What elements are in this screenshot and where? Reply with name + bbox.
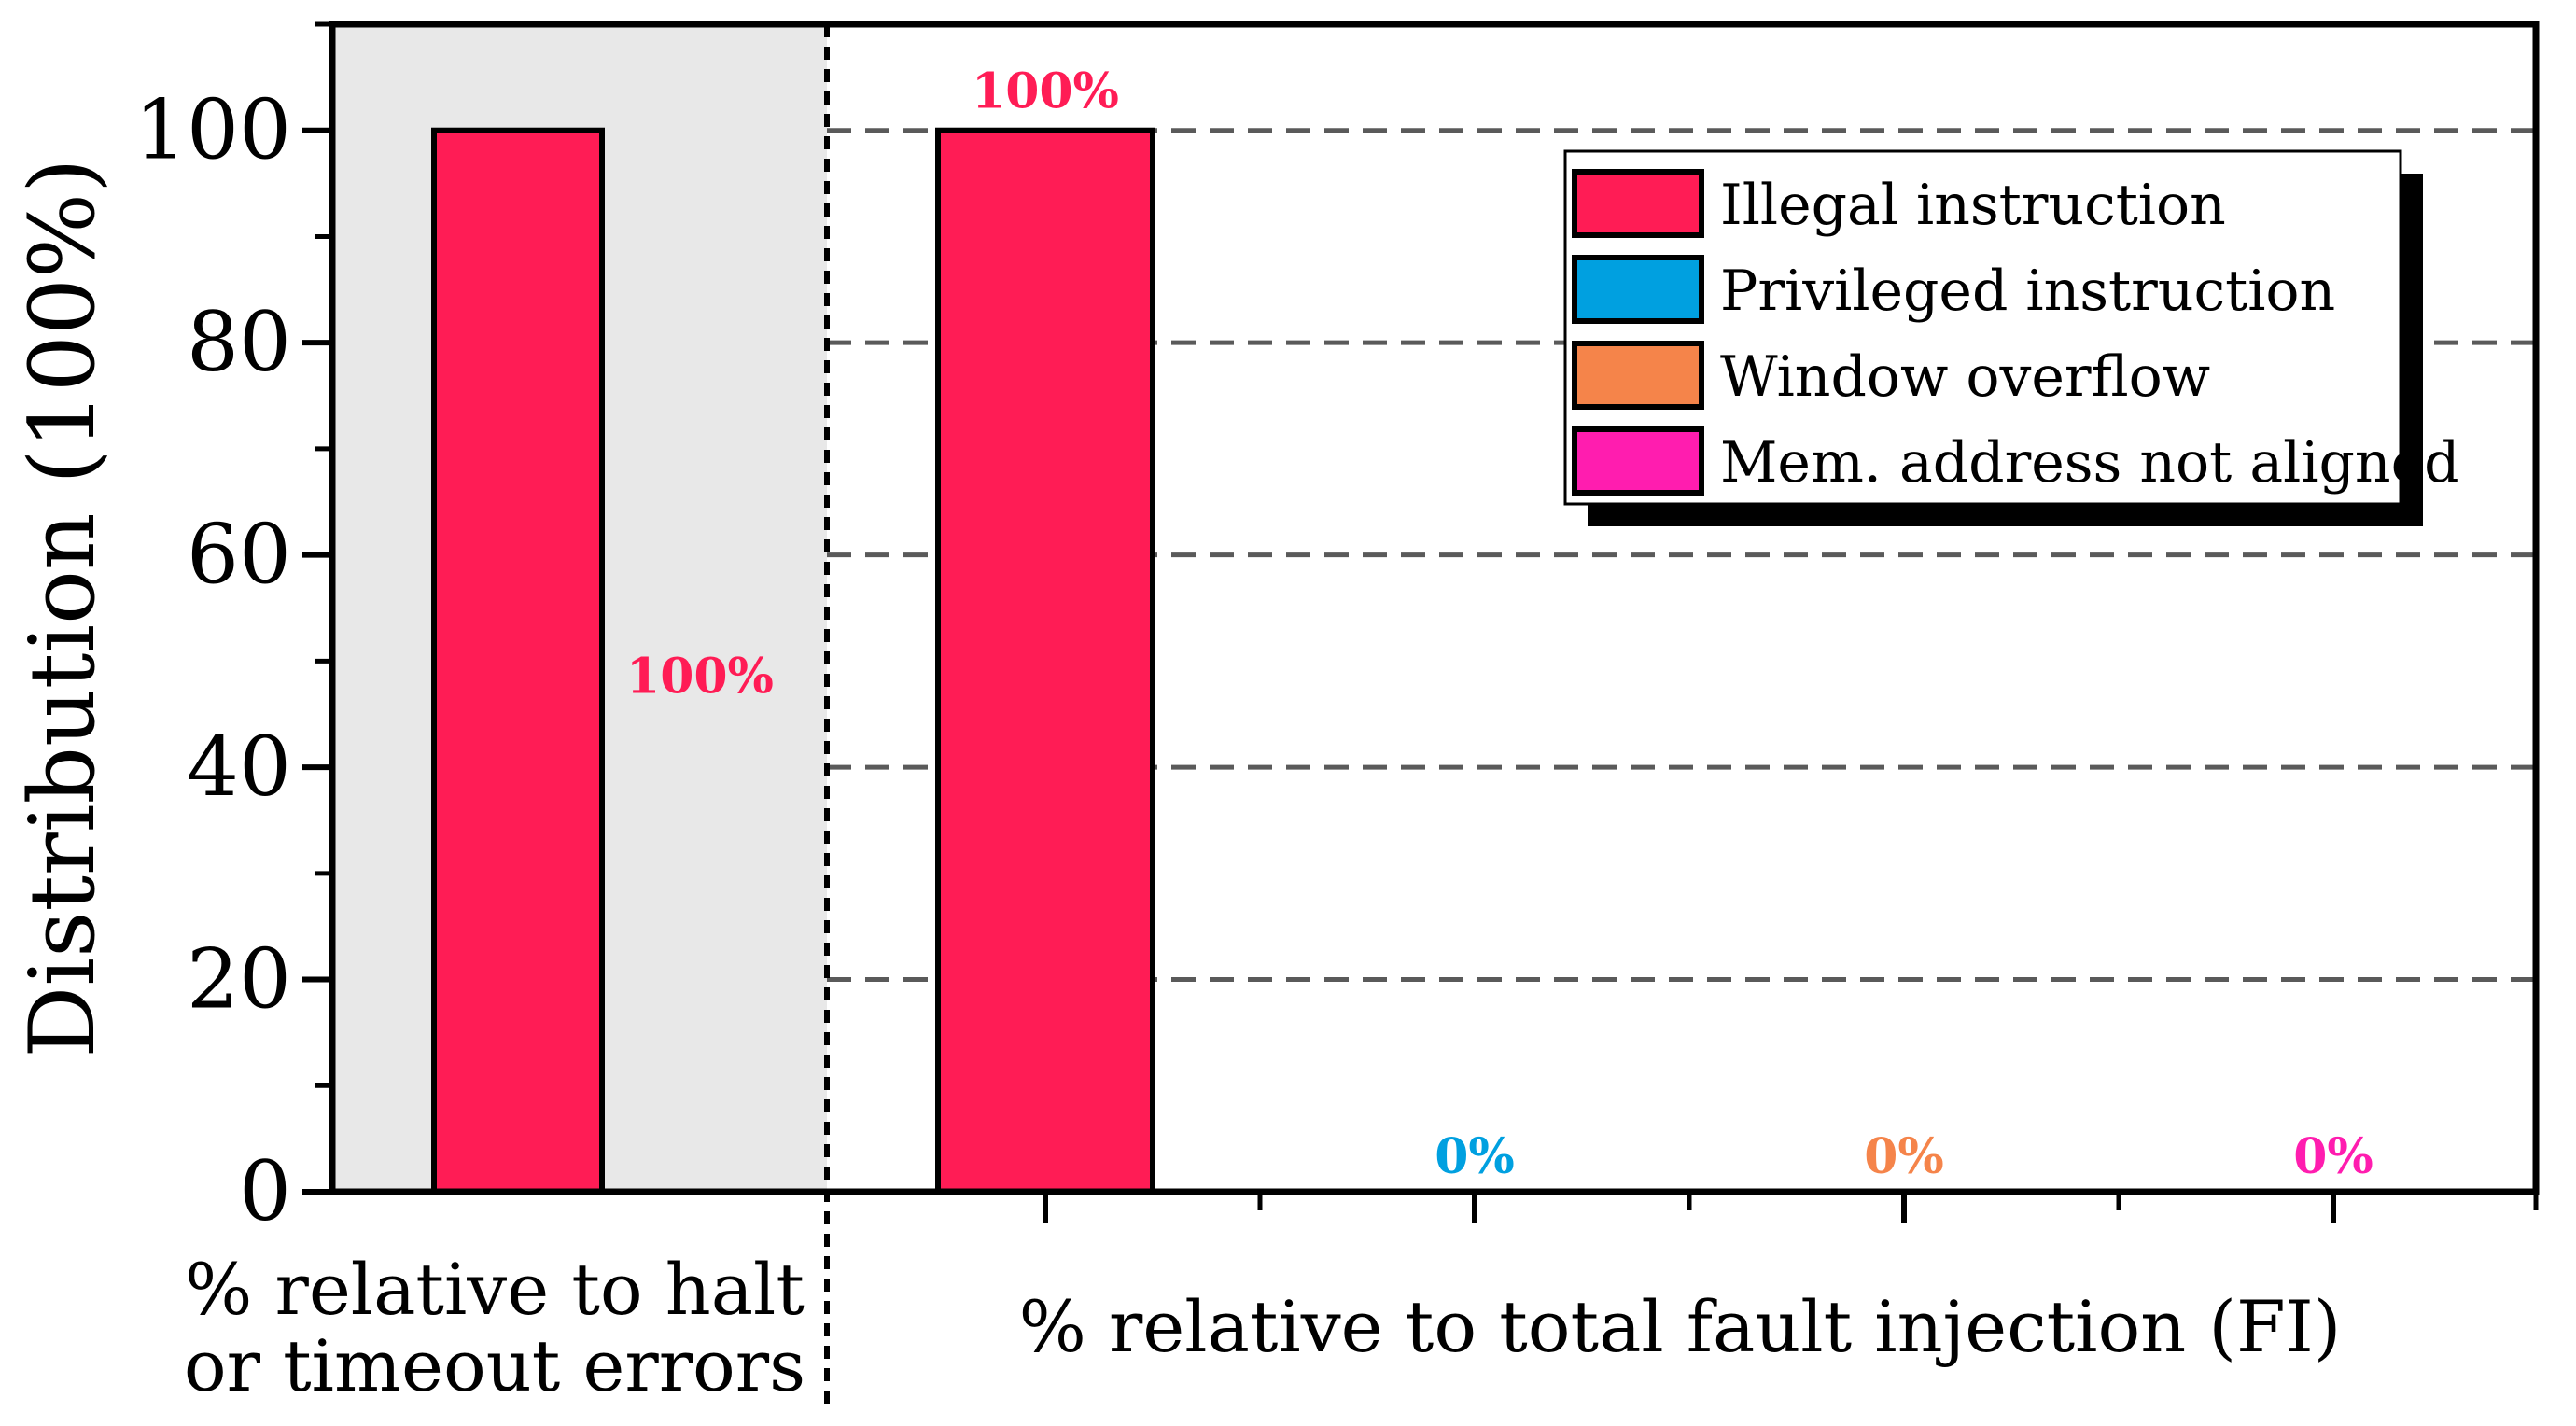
y-tick-label: 40	[187, 719, 291, 815]
x-axis-label-right: % relative to total fault injection (FI)	[1019, 1285, 2342, 1368]
data-label: 0%	[2293, 1128, 2373, 1185]
y-tick-label: 20	[187, 931, 291, 1028]
plot-frame	[329, 21, 2540, 1195]
x-axis-label-left-line1: % relative to halt	[185, 1248, 805, 1331]
legend-label: Window overflow	[1720, 344, 2210, 410]
data-label: 100%	[626, 648, 774, 705]
legend-swatch	[1572, 426, 1704, 496]
legend-swatch	[1572, 169, 1704, 238]
y-axis-label: Distribution (100%)	[10, 158, 115, 1057]
y-tick-label: 100	[134, 82, 291, 178]
legend-box	[1563, 149, 2402, 506]
legend-swatch	[1572, 255, 1704, 324]
y-tick-label: 80	[187, 294, 291, 390]
y-tick-label: 60	[187, 507, 291, 603]
y-tick-label: 0	[239, 1143, 291, 1239]
data-label: 0%	[1435, 1128, 1515, 1185]
data-label: 100%	[972, 63, 1119, 120]
legend-swatch	[1572, 341, 1704, 410]
bar	[935, 127, 1155, 1195]
x-axis-label-left-line2: or timeout errors	[184, 1324, 805, 1407]
legend-label: Mem. address not aligned	[1720, 430, 2459, 496]
data-label: 0%	[1864, 1128, 1944, 1185]
bar	[431, 127, 605, 1195]
legend-label: Privileged instruction	[1720, 259, 2335, 324]
legend-label: Illegal instruction	[1720, 173, 2226, 238]
